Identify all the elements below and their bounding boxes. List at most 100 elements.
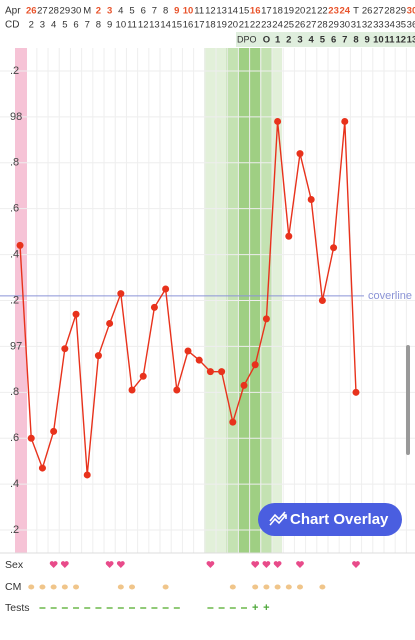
y-tick-label: .8 [10,386,19,398]
date-label: 27 [373,6,384,17]
temperature-point [38,464,46,472]
date-label: 18 [272,6,283,17]
cd-label: 18 [205,20,216,31]
heart-icon [49,561,58,568]
cm-icon [285,584,292,590]
cm-icon [39,584,46,590]
y-tick-label: .2 [10,524,19,536]
temperature-point [117,290,125,298]
cd-label: 36 [407,20,415,31]
date-label: 9 [174,6,179,17]
cd-label: 35 [395,20,406,31]
row-label: Sex [5,559,24,571]
heart-icon [273,561,282,568]
date-label: 8 [163,6,168,17]
temperature-point [50,427,58,435]
y-tick-label: 97 [10,340,22,352]
row-label: CM [5,581,21,593]
cd-label: CD [5,20,19,31]
temperature-point [274,117,282,125]
cd-label: 28 [317,20,328,31]
cd-label: 34 [384,20,395,31]
cd-label: 20 [228,20,239,31]
temperature-point [173,386,181,394]
scrollbar [406,345,410,455]
cd-label: 2 [29,20,34,31]
temperature-point [296,150,304,158]
dpo-day: 10 [373,35,384,46]
cm-icon [263,584,270,590]
temperature-point [206,368,214,376]
cd-label: 24 [272,20,283,31]
date-label: 27 [37,6,48,17]
date-label: 23 [328,6,339,17]
heart-icon [296,561,304,568]
temperature-point [128,386,136,394]
cd-label: 5 [62,20,67,31]
cd-label: 11 [127,20,137,31]
cd-label: 10 [116,20,127,31]
y-tick-label: 98 [10,111,22,123]
dpo-day: 13 [407,35,415,46]
rows-bg [0,553,415,640]
heart-icon [251,561,260,568]
date-label: 4 [118,6,123,17]
date-label: 30 [71,6,82,17]
date-label: 12 [205,6,216,17]
temperature-point [162,285,170,293]
dpo-day: 3 [297,35,302,46]
button-label[interactable]: Chart Overlay [290,511,389,528]
y-tick-label: .2 [10,294,19,306]
cd-label: 23 [261,20,272,31]
heart-icon [105,561,114,568]
button-bg[interactable] [258,503,402,536]
date-label: 22 [317,6,328,17]
month-label: Apr [5,6,21,17]
cm-icon [229,584,236,590]
cd-label: 8 [96,20,101,31]
cd-label: 13 [149,20,160,31]
dpo-day: 5 [320,35,326,46]
test-positive: + [252,602,258,614]
heart-icon [262,561,271,568]
dpo-day: 2 [286,35,291,46]
date-label: 11 [194,6,204,17]
temperature-point [16,241,24,249]
cd-label: 4 [51,20,56,31]
temperature-point [218,368,226,376]
date-label: 29 [395,6,406,17]
cm-icon [28,584,35,590]
cd-label: 21 [239,20,250,31]
cd-label: 26 [295,20,306,31]
coverline-label: coverline [368,290,412,302]
date-label: 19 [284,6,295,17]
temperature-point [341,117,349,125]
temperature-point [184,347,192,355]
date-label: 26 [26,6,37,17]
date-label: 24 [339,6,350,17]
date-label: 14 [228,6,239,17]
temperature-point [72,310,80,318]
cm-icon [296,584,303,590]
temperature-point [27,434,35,442]
heart-icon [352,561,360,568]
temperature-point [307,196,315,203]
cd-label: 30 [339,20,350,31]
temperature-point [352,388,360,396]
heart-icon [60,561,69,568]
y-tick-label: .6 [10,432,19,444]
temperature-point [61,345,69,353]
cd-label: 17 [194,20,205,31]
chart-overlay-button[interactable]: Chart Overlay [258,503,402,536]
date-label: 21 [306,6,317,17]
temperature-point [318,297,326,304]
cd-label: 27 [306,20,317,31]
dpo-bg [236,32,415,47]
date-label: 29 [60,6,71,17]
test-positive: + [263,602,269,614]
button-icon [269,511,287,526]
cd-label: 32 [362,20,373,31]
dpo-label: DPO [237,34,257,44]
cd-label: 15 [172,20,183,31]
